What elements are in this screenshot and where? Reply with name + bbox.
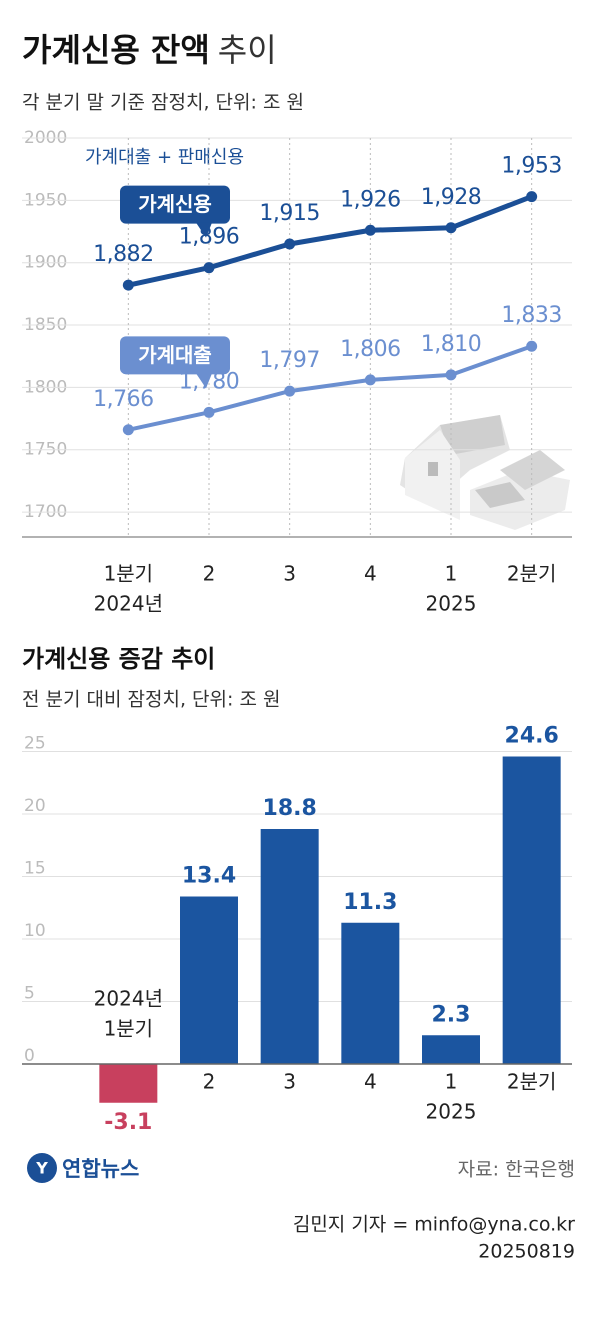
series-line xyxy=(127,344,533,432)
value-label: 1,926 xyxy=(340,187,400,212)
x-tick-label: 3 xyxy=(283,1070,296,1094)
y-tick-label: 15 xyxy=(24,859,46,879)
logo-text: 연합뉴스 xyxy=(62,1157,139,1181)
value-label: 1,810 xyxy=(421,332,481,357)
legend-box xyxy=(120,185,230,224)
value-label: 1,806 xyxy=(340,337,400,362)
data-point xyxy=(526,340,538,352)
value-label: 1,797 xyxy=(259,348,319,373)
chart-subtitle: 전 분기 대비 잠정치, 단위: 조 원 xyxy=(22,689,280,711)
value-label: 1,928 xyxy=(421,185,481,210)
series-line xyxy=(127,194,533,288)
credit: 김민지 기자 = minfo@yna.co.kr xyxy=(293,1214,575,1236)
bar xyxy=(99,1064,158,1103)
value-label: 13.4 xyxy=(182,864,236,889)
data-point xyxy=(445,369,457,381)
bar xyxy=(502,756,561,1064)
value-label: 24.6 xyxy=(505,724,559,749)
bar xyxy=(341,922,400,1064)
chart-title: 가계신용 잔액 추이 xyxy=(22,31,277,69)
legend-label: 가계신용 xyxy=(138,192,212,216)
data-point xyxy=(284,385,296,397)
value-label: -3.1 xyxy=(104,1110,152,1135)
value-label: 1,953 xyxy=(501,154,561,179)
value-label: 1,766 xyxy=(93,387,153,412)
bar xyxy=(422,1035,480,1064)
data-point xyxy=(526,191,538,203)
x-tick-label: 2분기 xyxy=(507,562,557,586)
x-tick-label: 4 xyxy=(364,1070,377,1094)
x-tick-label: 2024년 xyxy=(94,592,163,616)
value-label: 1,915 xyxy=(259,201,319,226)
bar xyxy=(260,829,319,1064)
title-main: 가계신용 잔액 xyxy=(22,31,210,69)
x-tick-label: 4 xyxy=(364,562,377,586)
x-tick-label: 2 xyxy=(203,562,216,586)
x-tick-label: 1분기 xyxy=(104,562,154,586)
data-point xyxy=(203,406,215,418)
house-illustration xyxy=(400,415,570,530)
x-tick-label: 2024년 xyxy=(94,987,163,1011)
value-label: 18.8 xyxy=(263,796,317,821)
x-tick-label: 2025 xyxy=(426,592,477,616)
data-point xyxy=(445,222,457,234)
legend-label: 가계대출 xyxy=(138,343,212,367)
source: 자료: 한국은행 xyxy=(458,1159,575,1181)
legend-pointer xyxy=(196,222,212,238)
chart-title: 가계신용 증감 추이 xyxy=(22,645,215,673)
y-tick-label: 25 xyxy=(24,734,46,754)
legend-pointer xyxy=(196,373,212,389)
value-label: 1,833 xyxy=(501,303,561,328)
legend-box xyxy=(120,336,230,375)
chart-subtitle: 각 분기 말 기준 잠정치, 단위: 조 원 xyxy=(22,92,304,114)
logo-glyph: Y xyxy=(35,1159,48,1178)
data-point xyxy=(122,279,134,291)
x-tick-label: 2025 xyxy=(426,1100,477,1124)
data-point xyxy=(364,374,376,386)
data-point xyxy=(284,238,296,250)
y-tick-label: 20 xyxy=(24,796,46,816)
date: 20250819 xyxy=(478,1241,575,1263)
x-tick-label: 1 xyxy=(445,1070,458,1094)
value-label: 1,882 xyxy=(93,242,153,267)
data-point xyxy=(364,224,376,236)
y-tick-label: 5 xyxy=(24,984,35,1004)
value-label: 2.3 xyxy=(432,1002,471,1027)
x-tick-label: 1 xyxy=(445,562,458,586)
logo-mark xyxy=(27,1153,57,1183)
title-suffix: 추이 xyxy=(218,31,277,69)
x-tick-label: 2 xyxy=(203,1070,216,1094)
x-tick-label: 3 xyxy=(283,562,296,586)
annotation: 가계대출 + 판매신용 xyxy=(85,147,244,168)
x-tick-label: 2분기 xyxy=(507,1070,557,1094)
data-point xyxy=(122,424,134,436)
value-label: 11.3 xyxy=(343,890,397,915)
bar xyxy=(180,896,238,1064)
y-tick-label: 0 xyxy=(24,1046,35,1066)
y-tick-label: 10 xyxy=(24,921,46,941)
x-tick-label: 1분기 xyxy=(104,1017,154,1041)
data-point xyxy=(203,262,215,274)
